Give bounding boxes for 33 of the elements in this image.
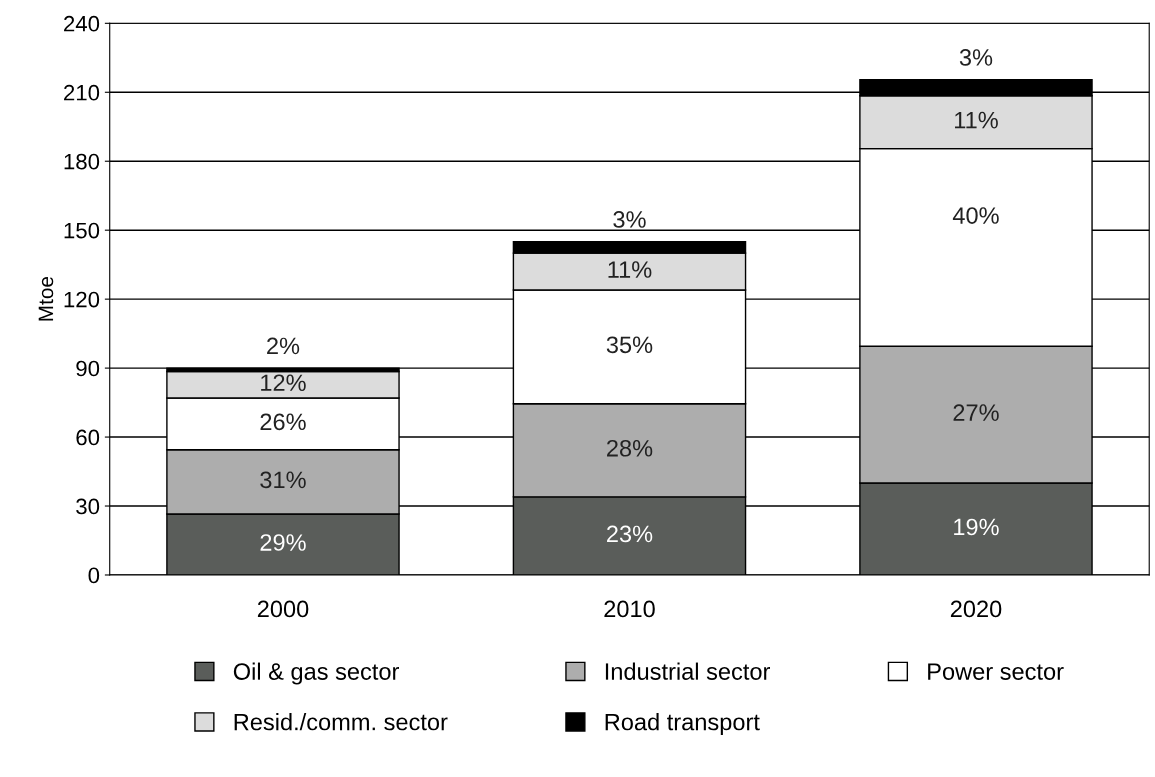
annotation: 40% <box>952 207 999 224</box>
y-tick-label: 0 <box>88 567 100 584</box>
y-tick-label: 150 <box>64 222 100 239</box>
annotation: 26% <box>260 413 306 431</box>
annotation: 28% <box>607 439 653 457</box>
legend-label: Oil & gas sector <box>233 662 399 685</box>
y-tick-label: 240 <box>64 15 100 32</box>
annotation: 27% <box>953 404 999 421</box>
y-tick-label: 120 <box>64 291 100 308</box>
legend-label: Road transport <box>605 713 760 736</box>
y-tick-label: 210 <box>64 84 100 101</box>
x-tick-label: 2020 <box>950 600 1002 618</box>
annotation: 35% <box>606 336 653 354</box>
x-tick-label: 2010 <box>604 600 655 618</box>
annotation: 12% <box>261 374 306 392</box>
annotation: 23% <box>607 525 653 543</box>
x-tick-label: 2000 <box>257 600 309 618</box>
y-tick-label: 60 <box>76 429 100 446</box>
annotation: 19% <box>954 518 999 536</box>
legend-label: Power sector <box>928 663 1064 680</box>
y-tick-label: 180 <box>64 153 100 170</box>
annotation: 11% <box>608 261 652 278</box>
y-tick-label: 30 <box>76 498 100 515</box>
y-tick-label: 90 <box>76 360 100 377</box>
annotation: 2% <box>267 337 300 355</box>
annotation: 29% <box>260 534 306 551</box>
legend-label: Industrial sector <box>605 662 770 680</box>
y-axis-title: Mtoe <box>38 276 54 321</box>
annotation: 3% <box>613 211 646 228</box>
annotation: 3% <box>959 49 993 66</box>
annotation: 31% <box>260 471 306 489</box>
annotation: 11% <box>955 111 998 129</box>
legend-label: Resid./comm. sector <box>234 713 448 731</box>
